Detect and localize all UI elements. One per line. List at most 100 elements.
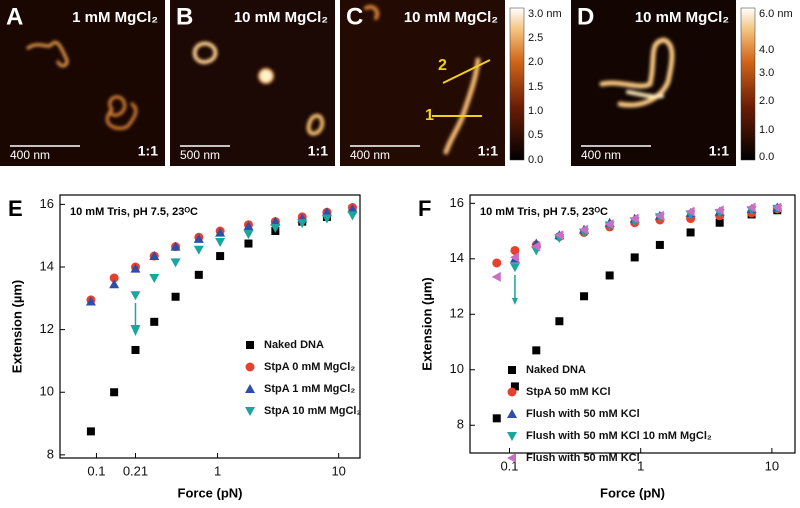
x-axis-label: Force (pN): [600, 485, 665, 500]
marker: [509, 252, 519, 263]
panel-letter: C: [346, 3, 363, 30]
x-tick-label: 1: [214, 463, 221, 478]
marker: [531, 241, 541, 252]
colorbar-label: 3.0 nm: [528, 8, 562, 20]
marker: [85, 296, 96, 306]
molecules: [26, 5, 675, 155]
scale-bar-label: 400 nm: [350, 148, 390, 162]
marker: [270, 216, 281, 226]
panel-letter: D: [577, 3, 594, 30]
marker: [685, 206, 695, 217]
image-d: [571, 0, 736, 166]
marker: [715, 218, 724, 227]
series: [491, 202, 782, 282]
panel-letter: A: [6, 3, 23, 30]
colorbar-label: 0.0: [528, 154, 543, 166]
afm-images: [0, 0, 756, 166]
y-tick-label: 16: [450, 195, 464, 210]
y-tick-label: 14: [40, 258, 54, 273]
marker: [554, 230, 564, 241]
colorbar-label: 1.0: [759, 124, 774, 136]
marker: [215, 237, 226, 247]
condition: 10 mM MgCl₂: [635, 9, 729, 26]
legend-label: Flush with 50 mM KCl: [526, 452, 640, 464]
colorbar: [740, 7, 756, 161]
marker: [510, 382, 519, 391]
marker: [109, 273, 119, 283]
legend-label: StpA 0 mM MgCl₂: [264, 361, 355, 373]
plot-frame: [59, 194, 361, 459]
charts: E 10 mM Tris, pH 7.5, 23ᴼC Force (pN) Exten…: [8, 194, 796, 500]
section-marker: 1: [425, 107, 434, 124]
legend-marker: [245, 407, 255, 416]
series: [130, 211, 358, 301]
marker: [532, 346, 541, 355]
marker: [347, 211, 358, 221]
marker: [604, 219, 614, 230]
marker: [579, 224, 589, 235]
marker: [630, 253, 639, 262]
colorbar-label: 6.0 nm: [759, 8, 793, 20]
x-tick-label: 10: [765, 458, 779, 473]
x-tick-label: 0.1: [87, 463, 105, 478]
y-tick-label: 8: [47, 446, 54, 461]
legend-marker: [246, 341, 254, 349]
condition: 10 mM MgCl₂: [234, 9, 328, 26]
marker: [150, 317, 159, 326]
condition: 1 mM MgCl₂: [72, 9, 158, 26]
panel-letter: B: [176, 3, 193, 30]
marker: [130, 291, 141, 301]
x-tick-label: 1: [637, 458, 644, 473]
colorbar-label: 4.0: [759, 44, 774, 56]
legend-label: Naked DNA: [526, 364, 586, 376]
y-tick-label: 12: [450, 306, 464, 321]
legend-marker: [508, 366, 516, 374]
image-labels: A 1 mM MgCl₂ 400 nm 1:1 B 10 mM MgCl₂ 500 nm 1:…: [6, 3, 793, 166]
marker: [149, 273, 160, 283]
colorbar-label: 0.5: [528, 129, 543, 141]
scale-bar-label: 400 nm: [581, 148, 621, 162]
legend-label: StpA 50 mM KCl: [526, 386, 611, 398]
section-line: [442, 59, 491, 84]
marker: [347, 204, 358, 214]
arrow-head: [130, 325, 141, 336]
image-a: [0, 0, 165, 166]
colorbar-label: 0.0: [759, 151, 774, 163]
marker: [110, 388, 119, 397]
legend-marker: [507, 453, 516, 463]
marker: [686, 228, 695, 237]
marker: [130, 263, 141, 273]
ratio: 1:1: [478, 143, 498, 159]
marker: [746, 202, 756, 213]
y-tick-label: 10: [40, 384, 54, 399]
marker: [492, 414, 501, 423]
marker: [171, 292, 180, 301]
marker: [580, 292, 589, 301]
image-c: [340, 0, 505, 166]
arrow-head: [511, 298, 518, 305]
marker: [194, 270, 203, 279]
legend-label: Flush with 50 mM KCl 10 mM MgCl₂: [526, 430, 712, 442]
marker: [243, 230, 254, 240]
marker: [629, 213, 639, 224]
colorbar-label: 3.0: [759, 67, 774, 79]
x-tick-label: 0.1: [500, 458, 518, 473]
legend-label: Flush with 50 mM KCl: [526, 408, 640, 420]
marker: [270, 223, 281, 233]
section-marker: 2: [438, 57, 447, 74]
marker: [772, 202, 782, 213]
y-tick-label: 10: [450, 361, 464, 376]
ratio: 1:1: [138, 143, 158, 159]
marker: [491, 271, 501, 282]
marker: [654, 210, 664, 221]
marker: [714, 205, 724, 216]
colorbar-label: 1.0: [528, 105, 543, 117]
legend-label: Naked DNA: [264, 339, 324, 351]
x-axis-label: Force (pN): [178, 485, 243, 500]
y-axis-label: Extension (µm): [419, 277, 434, 370]
marker: [509, 263, 520, 273]
y-tick-label: 16: [40, 196, 54, 211]
ratio: 1:1: [308, 143, 328, 159]
scale-bar-label: 400 nm: [10, 148, 50, 162]
